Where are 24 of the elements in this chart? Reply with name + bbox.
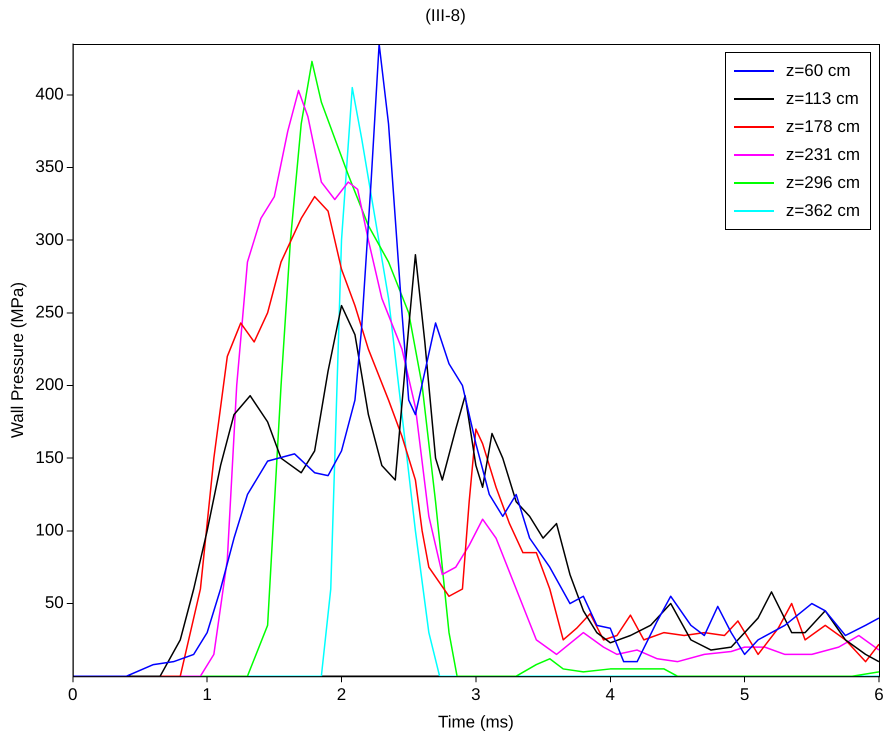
x-tick-label: 2 [336, 685, 346, 704]
y-tick-label: 200 [35, 375, 64, 394]
x-tick-label: 5 [740, 685, 750, 704]
x-tick-label: 0 [68, 685, 78, 704]
x-tick-label: 3 [471, 685, 481, 704]
chart-title: (III-8) [424, 6, 467, 26]
y-tick-label: 250 [35, 302, 64, 322]
y-axis-title: Wall Pressure (MPa) [8, 282, 27, 438]
x-tick-label: 6 [874, 685, 884, 704]
legend-label: z=178 cm [786, 117, 860, 137]
x-tick-label: 4 [606, 685, 615, 704]
legend-label: z=362 cm [786, 201, 860, 221]
y-tick-label: 350 [35, 157, 64, 176]
y-tick-label: 150 [35, 448, 64, 467]
y-tick-label: 300 [35, 230, 64, 249]
x-tick-label: 1 [202, 685, 212, 704]
y-tick-label: 100 [35, 520, 64, 540]
y-tick-label: 400 [35, 84, 64, 104]
y-tick-label: 50 [44, 593, 64, 612]
legend-label: z=60 cm [786, 61, 851, 81]
legend-label: z=231 cm [786, 145, 860, 165]
legend-label: z=113 cm [786, 89, 859, 109]
x-axis-title: Time (ms) [438, 712, 514, 732]
legend-label: z=296 cm [786, 173, 860, 193]
